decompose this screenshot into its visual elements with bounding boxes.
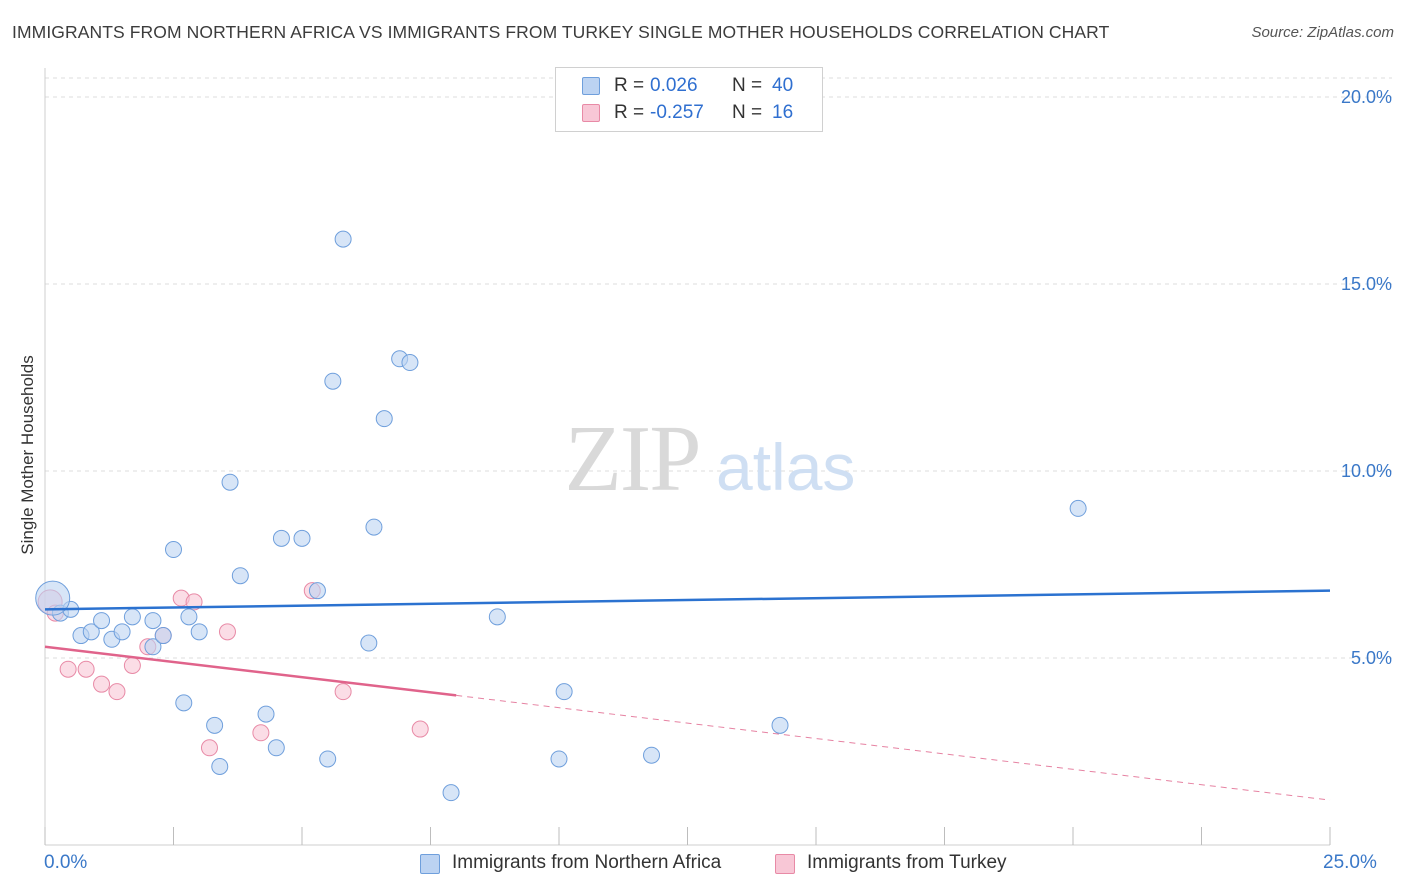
turkey-trend-extension [456, 694, 1331, 801]
northern-africa-point [144, 638, 162, 656]
northern-africa-point [324, 372, 342, 390]
legend-r-value: 0.026 [650, 75, 698, 96]
turkey-point [252, 724, 270, 742]
northern-africa-point [206, 716, 224, 734]
turkey-point [218, 623, 236, 641]
x-tick-label-max: 25.0% [1323, 852, 1377, 873]
legend-swatch-pink [582, 104, 600, 122]
source-label: Source: ZipAtlas.com [1251, 24, 1394, 41]
y-tick-label: 10.0% [1341, 461, 1392, 481]
northern-africa-point [360, 634, 378, 652]
northern-africa-point [231, 567, 249, 585]
northern-africa-trend-line [44, 589, 1331, 611]
northern-africa-point [1069, 499, 1087, 517]
y-tick-label: 20.0% [1341, 87, 1392, 107]
northern-africa-point [82, 623, 100, 641]
watermark-zip: ZIP [565, 407, 700, 511]
northern-africa-point [180, 608, 198, 626]
northern-africa-point [319, 750, 337, 768]
northern-africa-point [257, 705, 275, 723]
turkey-point [77, 660, 95, 678]
legend-swatch-blue [420, 854, 440, 874]
northern-africa-point [175, 694, 193, 712]
watermark-atlas: atlas [716, 430, 855, 504]
turkey-point [334, 683, 352, 701]
legend-r-label: R = [614, 102, 645, 123]
y-tick-label: 5.0% [1351, 648, 1392, 668]
turkey-point [185, 593, 203, 611]
turkey-point [59, 660, 77, 678]
northern-africa-point [211, 757, 229, 775]
northern-africa-point [93, 612, 111, 630]
northern-africa-point [643, 746, 661, 764]
northern-africa-point [272, 529, 290, 547]
legend-swatch-blue [582, 77, 600, 95]
northern-africa-point [488, 608, 506, 626]
turkey-point [123, 656, 141, 674]
northern-africa-point [365, 518, 383, 536]
legend-n-label: N = [732, 102, 763, 123]
northern-africa-point [555, 683, 573, 701]
northern-africa-point [375, 410, 393, 428]
northern-africa-points [35, 230, 1087, 802]
x-tick-label-min: 0.0% [44, 852, 88, 873]
northern-africa-point [221, 473, 239, 491]
watermark: ZIP atlas [565, 407, 856, 511]
northern-africa-point [334, 230, 352, 248]
northern-africa-point [442, 784, 460, 802]
northern-africa-point [401, 354, 419, 372]
turkey-point [93, 675, 111, 693]
turkey-point [411, 720, 429, 738]
correlation-legend: R = 0.026 N = 40 R = -0.257 N = 16 [555, 67, 823, 132]
legend-swatch-pink [775, 854, 795, 874]
northern-africa-point [267, 739, 285, 757]
y-tick-label: 15.0% [1341, 274, 1392, 294]
northern-africa-point [293, 529, 311, 547]
northern-africa-point [113, 623, 131, 641]
northern-africa-point [165, 541, 182, 559]
northern-africa-point [190, 623, 208, 641]
northern-africa-point [550, 750, 568, 768]
turkey-point [200, 739, 218, 757]
turkey-trend-line [44, 645, 457, 697]
legend-series-label: Immigrants from Turkey [807, 852, 1007, 873]
legend-series-label: Immigrants from Northern Africa [452, 852, 722, 873]
turkey-point [108, 683, 126, 701]
legend-r-label: R = [614, 75, 645, 96]
chart-title: IMMIGRANTS FROM NORTHERN AFRICA VS IMMIG… [12, 22, 1110, 42]
trend-lines [44, 589, 1331, 801]
legend-r-value: -0.257 [650, 102, 704, 123]
legend-n-value: 40 [772, 75, 794, 96]
northern-africa-point [35, 580, 71, 616]
northern-africa-point [144, 612, 162, 630]
northern-africa-point [771, 716, 789, 734]
northern-africa-point [154, 627, 172, 645]
y-tick-labels: 5.0% 10.0% 15.0% 20.0% [1341, 87, 1392, 668]
northern-africa-point [123, 608, 141, 626]
northern-africa-point [308, 582, 326, 600]
legend-n-value: 16 [772, 102, 794, 123]
legend-n-label: N = [732, 75, 763, 96]
axes [44, 68, 1331, 846]
